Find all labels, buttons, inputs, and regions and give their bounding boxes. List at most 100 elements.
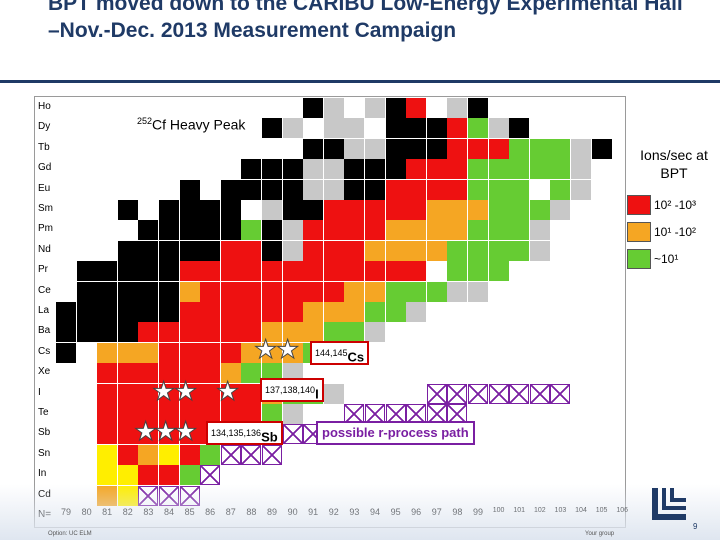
nuclide-cell [406,179,427,200]
nuclide-cell [159,444,179,465]
nuclide-cell [344,322,365,343]
nuclide-cell [97,322,118,343]
nuclide-cell [406,98,427,118]
nuclide-cell [76,302,97,322]
nuclide-cell [262,200,282,220]
nuclide-cell [179,485,200,506]
nuclide-cell [550,138,571,159]
nuclide-cell [282,200,303,220]
nuclide-cell [344,138,365,159]
column-label: 81 [102,507,113,517]
legend-swatch-low [627,249,651,269]
nuclide-cell [303,302,324,322]
nuclide-cell [488,179,509,200]
nuclide-cell [426,240,447,261]
column-label: 90 [287,507,298,517]
column-label: 83 [143,507,154,517]
nuclide-cell [303,240,324,261]
row-label: Ba [38,325,51,337]
nuclide-cell [447,138,468,159]
nuclide-cell [282,342,303,363]
nuclide-cell [550,383,571,404]
nuclide-cell [97,363,118,384]
nuclide-cell [138,424,159,445]
nuclide-cell [159,240,179,261]
row-label: La [38,305,50,316]
nuclide-cell [220,322,241,343]
nuclide-cell [365,302,385,322]
nuclide-cell [282,261,303,282]
nuclide-cell [262,240,282,261]
nuclide-cell [220,200,241,220]
nuclide-cell [447,220,468,241]
column-label: 101 [513,507,526,514]
nuclide-cell [179,465,200,486]
nuclide-cell [385,200,406,220]
nuclide-cell [179,281,200,302]
nuclide-cell [56,342,76,363]
nuclide-cell [220,240,241,261]
nuclide-cell [97,465,118,486]
column-label: 79 [60,507,71,517]
nuclide-cell [303,322,324,343]
nuclide-cell [365,281,385,302]
nuclide-cell [468,138,488,159]
nuclide-cell [262,302,282,322]
nuclide-cell [117,465,138,486]
nuclide-cell [200,404,221,424]
nuclide-cell [200,240,221,261]
nuclide-cell [138,342,159,363]
row-label: Gd [38,162,52,174]
nuclide-cell [323,322,344,343]
nuclide-cell [447,281,468,302]
nuclide-cell [447,118,468,139]
legend-swatch-high [627,195,651,215]
nuclide-cell [282,322,303,343]
nuclide-cell [282,424,303,445]
nuclide-cell [468,261,488,282]
row-label: Cd [38,488,51,500]
nuclide-cell [365,220,385,241]
nuclide-cell [220,179,241,200]
nuclide-cell [488,240,509,261]
column-label: 97 [431,507,442,517]
nuclide-cell [282,179,303,200]
nuclide-cell [138,302,159,322]
nuclide-cell [365,159,385,180]
nuclide-cell [159,404,179,424]
nuclide-cell [385,138,406,159]
nuclide-cell [262,179,282,200]
nuclide-cell [97,485,118,506]
nuclide-cell [159,485,179,506]
nuclide-cell [426,118,447,139]
nuclide-cell [117,444,138,465]
nuclide-cell [200,281,221,302]
nuclide-cell [241,342,262,363]
nuclide-cell [591,138,612,159]
nuclide-cell [200,322,221,343]
nuclide-cell [138,465,159,486]
nuclide-cell [447,261,468,282]
nuclide-cell [509,138,530,159]
nuclide-cell [159,363,179,384]
nuclide-cell [56,322,76,343]
nuclide-cell [76,281,97,302]
nuclide-cell [303,138,324,159]
r-process-path-label: possible r-process path [316,421,475,445]
lab-logo-icon [652,488,686,520]
nuclide-cell [138,240,159,261]
nuclide-cell [385,281,406,302]
nuclide-cell [303,98,324,118]
nuclide-cell [56,302,76,322]
row-label: In [38,468,47,480]
nuclide-cell [282,302,303,322]
nuclide-cell [97,342,118,363]
nuclide-cell [488,159,509,180]
nuclide-cell [179,261,200,282]
nuclide-cell [365,179,385,200]
nuclide-cell [282,240,303,261]
nuclide-cell [200,383,221,404]
nuclide-cell [159,424,179,445]
nuclide-cell [468,281,488,302]
nuclide-cell [447,240,468,261]
